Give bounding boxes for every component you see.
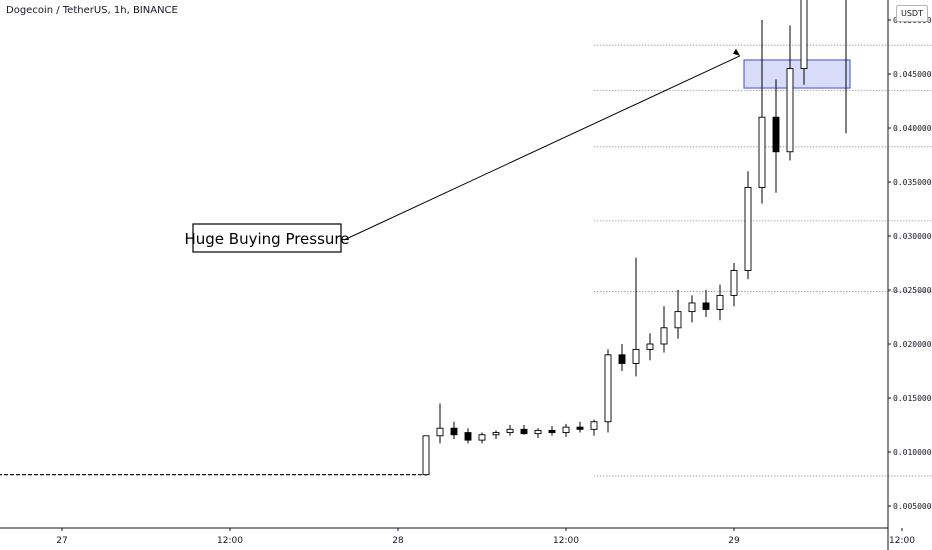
candle-21 [716, 284, 724, 321]
candle-body [436, 427, 444, 437]
candle-7 [520, 425, 528, 435]
symbol-title: Dogecoin / TetherUS, 1h, BINANCE [6, 5, 178, 16]
candle-19 [688, 295, 696, 323]
candle-23 [744, 171, 752, 280]
candle-2 [450, 421, 458, 440]
candle-body [758, 116, 766, 188]
candle-13 [604, 349, 612, 433]
candle-body [562, 426, 570, 434]
candle-1 [436, 403, 444, 444]
candle-9 [548, 426, 556, 436]
candle-body [604, 354, 612, 423]
candle-5 [492, 430, 500, 440]
candle-body [730, 270, 738, 296]
candle-body [632, 348, 640, 364]
candle-27 [800, 0, 808, 85]
candle-body [450, 427, 458, 436]
candle-body [590, 421, 598, 430]
candle-4 [478, 432, 486, 444]
candle-body [548, 429, 556, 434]
candle-body [534, 429, 542, 435]
x-tick-label-3: 12:00 [553, 536, 579, 546]
y-tick-label-8: 0.0450000 [893, 70, 932, 79]
candle-body [786, 68, 794, 153]
annotation-arrowhead [733, 48, 740, 56]
candle-body [618, 354, 626, 364]
annotation-box [192, 223, 342, 253]
candle-body [674, 311, 682, 329]
annotation-text: Huge Buying Pressure [185, 230, 350, 248]
candle-10 [562, 423, 570, 437]
candle-16 [646, 333, 654, 361]
annotation: Huge Buying Pressure [185, 48, 741, 253]
currency-button[interactable]: USDT [896, 5, 928, 22]
x-tick-label-4: 29 [728, 536, 740, 546]
candle-6 [506, 425, 514, 436]
candle-20 [702, 290, 710, 317]
x-tick-label-5: 12:00 [889, 536, 915, 546]
candle-body [464, 432, 472, 441]
candles [422, 0, 847, 476]
candle-body [744, 186, 752, 272]
candle-24 [758, 20, 766, 204]
candle-body [506, 428, 514, 434]
candle-26 [786, 25, 794, 161]
candle-0 [422, 435, 430, 476]
candle-body [702, 302, 710, 310]
candle-body [646, 343, 654, 350]
candle-3 [464, 428, 472, 444]
fib-set-1: 0.00%(0.0877506)38.20%(0.0662260)50.00%(… [594, 90, 932, 222]
candle-22 [730, 263, 738, 307]
candle-body [660, 327, 668, 345]
candle-body [576, 426, 584, 430]
x-tick-label-0: 27 [56, 536, 67, 546]
candle-15 [632, 257, 640, 377]
candle-body [520, 428, 528, 435]
candle-11 [576, 421, 584, 433]
candle-8 [534, 428, 542, 438]
candle-18 [674, 290, 682, 339]
candle-body [716, 294, 724, 310]
annotation-arrow [343, 55, 741, 241]
x-tick-label-2: 28 [392, 536, 404, 546]
candle-body [422, 435, 430, 476]
x-tick-label-1: 12:00 [217, 536, 243, 546]
candle-body [478, 434, 486, 441]
candle-body [688, 302, 696, 313]
candle-14 [618, 344, 626, 371]
plot-area: 0.00%(0.0877506)38.20%(0.0662260)50.00%(… [0, 0, 932, 477]
candle-body [772, 116, 780, 153]
candle-25 [772, 79, 780, 193]
candle-30 [845, 0, 847, 134]
candle-12 [590, 419, 598, 436]
candle-body [800, 0, 808, 70]
candle-17 [660, 306, 668, 353]
buying-pressure-zone [743, 59, 851, 89]
candle-body [492, 432, 500, 436]
